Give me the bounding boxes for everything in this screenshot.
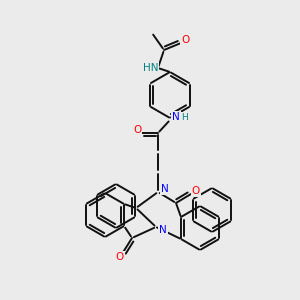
Text: HN: HN	[143, 63, 159, 73]
Text: O: O	[116, 252, 124, 262]
Text: O: O	[181, 35, 189, 45]
Text: N: N	[172, 112, 180, 122]
Text: O: O	[133, 125, 141, 135]
Text: H: H	[181, 112, 188, 122]
Text: N: N	[161, 184, 169, 194]
Text: O: O	[192, 186, 200, 196]
Text: N: N	[159, 225, 167, 235]
